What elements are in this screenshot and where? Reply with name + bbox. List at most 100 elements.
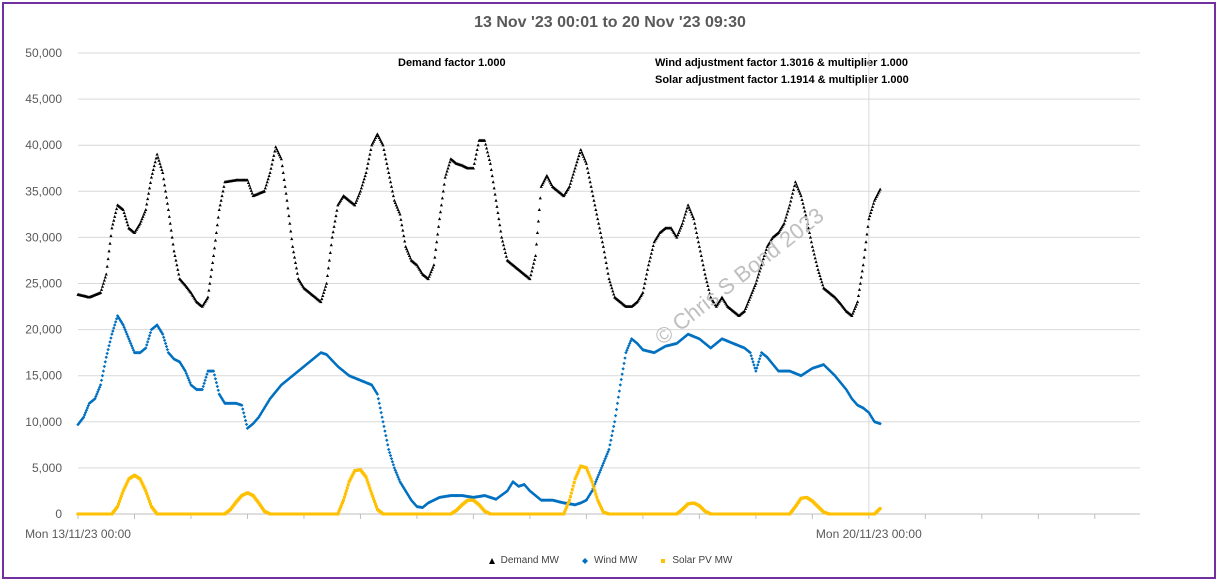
data-point: [847, 392, 851, 396]
data-point: [854, 304, 858, 308]
data-point: [799, 194, 803, 198]
data-point: [566, 503, 570, 507]
data-point: [650, 247, 654, 251]
data-point: [646, 263, 651, 267]
data-point: [706, 284, 710, 288]
data-point: [204, 298, 208, 302]
data-point: [576, 471, 580, 475]
data-point: [394, 203, 398, 207]
legend-marker-wind: [582, 557, 588, 564]
data-point: [655, 235, 659, 239]
data-point: [503, 250, 508, 254]
data-point: [751, 360, 755, 364]
data-point: [753, 366, 757, 370]
data-point: [797, 189, 801, 193]
data-point: [284, 191, 288, 195]
data-point: [144, 207, 148, 211]
data-point: [651, 244, 655, 248]
data-point: [717, 300, 721, 304]
data-point: [714, 304, 718, 308]
data-point: [439, 203, 444, 207]
data-point: [598, 502, 602, 506]
data-point: [430, 267, 434, 271]
data-point: [591, 194, 595, 198]
data-point: [743, 347, 748, 351]
data-point: [614, 407, 619, 412]
data-point: [623, 356, 627, 360]
data-point: [397, 210, 401, 214]
data-point: [148, 181, 153, 185]
data-point: [383, 429, 387, 433]
data-point: [716, 301, 720, 305]
data-point: [404, 244, 408, 248]
data-point: [110, 332, 114, 336]
data-point: [593, 489, 597, 493]
data-point: [340, 503, 344, 507]
data-point: [697, 244, 701, 248]
data-point: [870, 417, 875, 421]
data-point: [584, 161, 589, 165]
data-point: [202, 381, 206, 386]
data-point: [604, 260, 608, 264]
data-point: [147, 334, 152, 338]
data-point: [248, 186, 252, 190]
data-point: [117, 317, 122, 321]
data-point: [241, 407, 245, 411]
data-point: [202, 301, 206, 305]
data-point: [675, 235, 679, 239]
data-point: [242, 415, 247, 419]
data-point: [372, 139, 376, 143]
data-point: [139, 219, 143, 223]
data-point: [783, 218, 787, 222]
data-point: [426, 277, 430, 281]
data-point: [432, 263, 436, 267]
data-point: [113, 214, 117, 218]
data-point: [327, 258, 331, 262]
data-point: [280, 164, 284, 168]
data-point: [385, 161, 389, 165]
data-point: [764, 354, 768, 359]
data-point: [100, 374, 105, 378]
data-point: [677, 230, 681, 234]
data-point: [580, 150, 584, 154]
data-point: [109, 234, 113, 238]
data-point: [642, 286, 646, 290]
data-point: [573, 166, 577, 170]
data-point: [637, 297, 641, 301]
data-point: [685, 206, 689, 210]
data-point: [767, 357, 771, 362]
data-point: [581, 154, 586, 158]
data-point: [107, 249, 111, 253]
data-point: [602, 250, 606, 254]
data-point: [433, 255, 437, 259]
data-point: [360, 183, 364, 187]
data-point: [574, 475, 578, 479]
data-point: [769, 238, 773, 242]
data-point: [771, 363, 775, 367]
data-point: [278, 155, 283, 159]
data-point: [138, 221, 142, 225]
data-point: [117, 499, 121, 503]
data-point: [578, 151, 582, 155]
data-point: [808, 235, 813, 239]
data-point: [838, 380, 843, 385]
data-point: [92, 397, 96, 402]
data-point: [537, 496, 542, 501]
data-point: [382, 148, 386, 152]
data-point: [593, 203, 597, 207]
data-point: [162, 338, 167, 343]
data-point: [158, 161, 162, 165]
data-point: [401, 228, 405, 232]
data-point: [567, 184, 572, 188]
data-point: [869, 211, 873, 215]
data-point: [609, 283, 613, 287]
data-point: [850, 313, 854, 317]
data-point: [282, 177, 286, 181]
series-wind-mw: [76, 314, 882, 510]
data-point: [811, 248, 815, 252]
data-point: [501, 239, 505, 243]
data-point: [866, 410, 870, 414]
chart-title: 13 Nov '23 00:01 to 20 Nov '23 09:30: [474, 14, 746, 31]
data-point: [404, 247, 409, 251]
